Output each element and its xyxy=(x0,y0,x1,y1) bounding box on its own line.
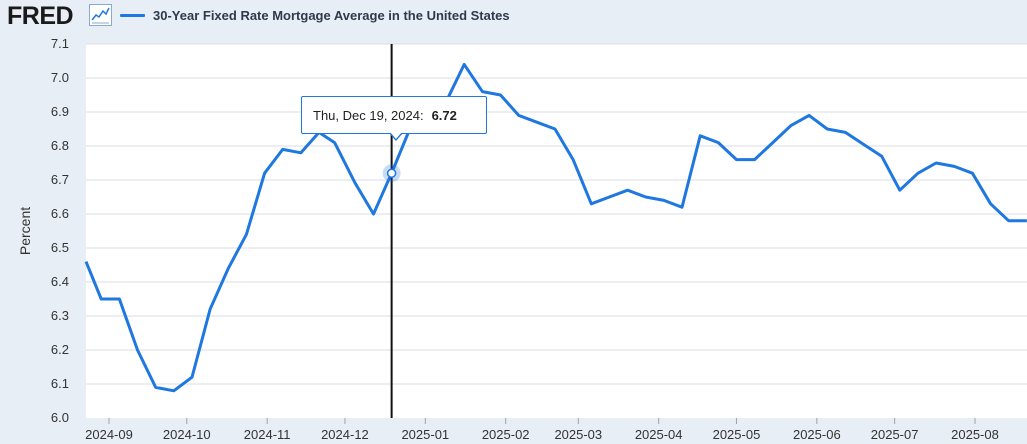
data-point[interactable] xyxy=(606,194,612,200)
y-tick-label: 7.1 xyxy=(51,36,69,51)
data-point[interactable] xyxy=(879,153,885,159)
data-point[interactable] xyxy=(661,197,667,203)
data-point[interactable] xyxy=(697,133,703,139)
tooltip: Thu, Dec 19, 2024: 6.72 xyxy=(301,96,487,141)
x-tick-label: 2025-01 xyxy=(401,427,449,442)
series-line xyxy=(84,62,1027,393)
x-tick-label: 2025-08 xyxy=(951,427,999,442)
data-point[interactable] xyxy=(897,187,903,193)
data-point[interactable] xyxy=(824,126,830,132)
data-point[interactable] xyxy=(788,123,794,129)
y-tick-label: 6.8 xyxy=(51,138,69,153)
data-point[interactable] xyxy=(625,187,631,193)
data-point[interactable] xyxy=(98,296,104,302)
data-point[interactable] xyxy=(116,296,122,302)
data-point[interactable] xyxy=(951,163,957,169)
grid-lines xyxy=(86,43,1027,385)
x-tick-label: 2024-09 xyxy=(85,427,133,442)
plot-area xyxy=(86,44,1027,418)
data-point[interactable] xyxy=(570,157,576,163)
legend-swatch xyxy=(120,13,145,17)
data-point[interactable] xyxy=(969,170,975,176)
data-point[interactable] xyxy=(588,201,594,207)
x-tick-label: 2024-12 xyxy=(321,427,369,442)
line-chart-icon[interactable] xyxy=(89,4,112,26)
data-point[interactable] xyxy=(225,265,231,271)
data-point[interactable] xyxy=(733,157,739,163)
y-tick-label: 6.0 xyxy=(51,410,69,425)
x-tick-label: 2024-11 xyxy=(244,427,291,442)
x-tick-label: 2024-10 xyxy=(163,427,211,442)
data-point[interactable] xyxy=(298,150,304,156)
y-tick-label: 6.7 xyxy=(51,172,69,187)
data-point[interactable] xyxy=(352,180,358,186)
x-tick-label: 2025-06 xyxy=(793,427,841,442)
data-point[interactable] xyxy=(679,204,685,210)
data-point[interactable] xyxy=(643,194,649,200)
data-point[interactable] xyxy=(715,140,721,146)
x-axis-ticks: 2024-09 2024-10 2024-11 2024-12 2025-01 2025-… xyxy=(85,418,999,442)
data-point[interactable] xyxy=(243,231,249,237)
y-tick-label: 6.1 xyxy=(51,376,69,391)
y-tick-label: 7.0 xyxy=(51,70,69,85)
data-point[interactable] xyxy=(988,201,994,207)
data-point[interactable] xyxy=(370,211,376,217)
data-point[interactable] xyxy=(842,129,848,135)
data-point[interactable] xyxy=(479,89,485,95)
data-point[interactable] xyxy=(1006,218,1012,224)
data-point[interactable] xyxy=(933,160,939,166)
y-tick-label: 6.5 xyxy=(51,240,69,255)
data-point[interactable] xyxy=(83,259,89,265)
data-point[interactable] xyxy=(552,126,558,132)
y-tick-label: 6.4 xyxy=(51,274,69,289)
data-point[interactable] xyxy=(135,347,141,353)
fred-logo[interactable]: FRED xyxy=(7,2,74,30)
header: FRED 30-Year Fixed Rate Mortgage Average… xyxy=(0,0,1027,40)
legend-label: 30-Year Fixed Rate Mortgage Average in t… xyxy=(153,7,510,23)
y-tick-label: 6.6 xyxy=(51,206,69,221)
data-point[interactable] xyxy=(262,170,268,176)
series-layer xyxy=(84,62,1027,393)
data-point[interactable] xyxy=(858,140,864,146)
x-tick-label: 2025-05 xyxy=(713,427,761,442)
tooltip-value: 6.72 xyxy=(431,107,457,123)
data-point[interactable] xyxy=(806,112,812,118)
y-axis-label: Percent xyxy=(17,207,33,255)
data-point[interactable] xyxy=(770,140,776,146)
data-point[interactable] xyxy=(171,388,177,394)
data-point[interactable] xyxy=(516,112,522,118)
legend[interactable]: 30-Year Fixed Rate Mortgage Average in t… xyxy=(120,6,510,24)
data-point[interactable] xyxy=(498,92,504,98)
data-point[interactable] xyxy=(534,119,540,125)
data-point[interactable] xyxy=(332,140,338,146)
data-point[interactable] xyxy=(752,157,758,163)
y-tick-label: 6.3 xyxy=(51,308,69,323)
data-point[interactable] xyxy=(915,170,921,176)
highlight-point[interactable] xyxy=(386,168,397,178)
tooltip-pointer xyxy=(389,132,403,141)
x-tick-label: 2025-03 xyxy=(554,427,602,442)
x-tick-label: 2025-07 xyxy=(871,427,919,442)
y-tick-label: 6.2 xyxy=(51,342,69,357)
data-point[interactable] xyxy=(207,306,213,312)
tooltip-date: Thu, Dec 19, 2024: xyxy=(313,107,424,123)
y-axis-ticks: 6.0 6.1 6.2 6.3 6.4 6.5 6.6 6.7 6.8 6.9 7.0 7.1 xyxy=(51,36,69,425)
data-point[interactable] xyxy=(153,384,159,390)
x-tick-label: 2025-02 xyxy=(482,427,530,442)
y-tick-label: 6.9 xyxy=(51,104,69,119)
data-point[interactable] xyxy=(280,146,286,152)
data-point[interactable] xyxy=(461,61,467,67)
x-tick-label: 2025-04 xyxy=(635,427,683,442)
data-point[interactable] xyxy=(189,374,195,380)
